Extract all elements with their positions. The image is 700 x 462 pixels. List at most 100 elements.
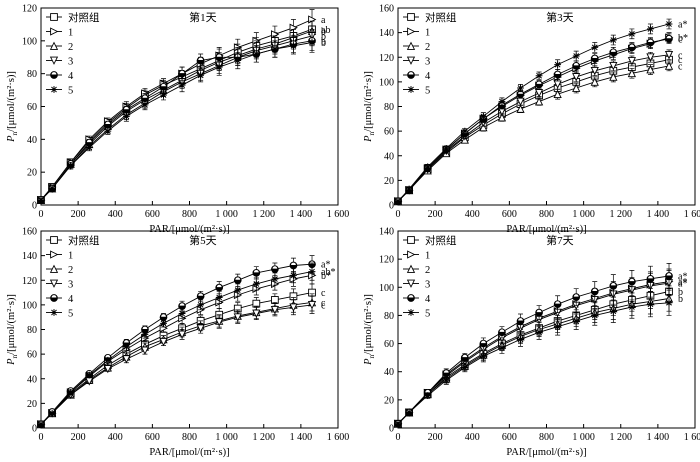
data-point xyxy=(664,50,674,60)
y-tick-label: 120 xyxy=(379,255,394,266)
significance-label: b xyxy=(678,294,683,305)
legend-label: 1 xyxy=(68,251,73,262)
legend-label: 对照组 xyxy=(68,11,100,24)
series-line xyxy=(397,54,670,202)
data-point xyxy=(405,185,413,193)
x-tick-label: 800 xyxy=(539,209,554,220)
x-tick-label: 0 xyxy=(396,432,401,443)
data-point xyxy=(424,163,432,171)
y-tick-label: 20 xyxy=(27,168,37,179)
data-point xyxy=(498,98,506,105)
data-point-hl xyxy=(666,35,672,39)
data-point xyxy=(233,313,242,322)
data-point-hl xyxy=(161,314,166,317)
x-tick-label: 200 xyxy=(71,432,86,443)
data-point xyxy=(178,310,186,317)
series-line xyxy=(397,281,670,425)
legend-marker-hl xyxy=(51,72,57,75)
data-point-hl xyxy=(198,57,204,61)
data-point-hl xyxy=(179,303,185,306)
data-point xyxy=(664,61,674,70)
data-point xyxy=(197,71,205,79)
data-point xyxy=(215,63,223,71)
data-point xyxy=(37,420,45,428)
y-tick-label: 80 xyxy=(27,69,37,80)
x-axis-label: PAR/[μmol/(m²·s)] xyxy=(149,224,229,235)
y-tick-label: 40 xyxy=(384,151,394,162)
series-line xyxy=(40,304,313,425)
legend-label: 对照组 xyxy=(425,11,457,24)
series-line xyxy=(397,275,670,425)
data-point xyxy=(215,294,223,301)
x-tick-label: 1 000 xyxy=(215,432,238,443)
series-5 xyxy=(394,33,673,206)
y-axis-label-text: Pn/[μmol/(m²·s)] xyxy=(6,71,19,143)
data-point xyxy=(646,53,655,62)
y-axis-label-sub: n xyxy=(367,132,376,136)
data-point xyxy=(234,286,242,294)
y-tick-label: 140 xyxy=(22,251,37,262)
y-axis-label-sub: n xyxy=(10,132,19,136)
y-axis-label: Pn/[μmol/(m²·s)] xyxy=(6,71,19,143)
data-point xyxy=(160,91,167,99)
x-tick-label: 1 400 xyxy=(647,432,670,443)
data-point xyxy=(67,388,75,396)
legend-label: 4 xyxy=(68,71,74,82)
y-axis-label-main: P xyxy=(363,358,374,366)
data-point xyxy=(647,25,654,33)
legend-label: 1 xyxy=(425,28,430,39)
legend-marker xyxy=(407,250,416,259)
legend-label: 3 xyxy=(68,57,73,68)
legend-marker xyxy=(50,250,59,259)
data-point xyxy=(290,271,297,279)
data-point-hl xyxy=(480,340,486,344)
y-tick-label: 100 xyxy=(22,36,37,47)
x-tick-label: 0 xyxy=(39,432,44,443)
data-point xyxy=(646,65,655,74)
x-tick-label: 1 600 xyxy=(327,209,350,220)
legend-label: 3 xyxy=(425,280,430,291)
data-point-hl xyxy=(235,277,241,280)
data-point xyxy=(609,72,618,81)
significance-label: b xyxy=(678,287,683,298)
y-tick-label: 100 xyxy=(379,283,394,294)
series-line xyxy=(40,40,313,201)
legend-label: 4 xyxy=(425,294,431,305)
legend-marker xyxy=(407,309,415,316)
data-point xyxy=(498,344,506,352)
data-point-hl xyxy=(216,284,222,288)
x-tick-label: 400 xyxy=(108,432,123,443)
series-line xyxy=(397,38,670,202)
data-point xyxy=(516,104,525,113)
series-3 xyxy=(36,293,317,429)
data-point xyxy=(197,301,205,309)
chart-title: 第7天 xyxy=(546,233,574,247)
data-point xyxy=(591,312,599,319)
legend-label: 2 xyxy=(68,42,73,53)
data-point xyxy=(572,52,580,60)
data-point xyxy=(270,305,280,315)
x-tick-label: 0 xyxy=(39,209,44,220)
legend-label: 对照组 xyxy=(68,234,100,247)
data-point xyxy=(554,323,562,331)
data-point-hl xyxy=(629,44,635,47)
x-tick-label: 1 600 xyxy=(684,209,700,220)
data-point xyxy=(122,355,131,364)
data-point xyxy=(461,364,469,371)
data-point xyxy=(85,371,93,379)
legend-label: 1 xyxy=(425,251,430,262)
y-axis-label: Pn/[μmol/(m²·s)] xyxy=(6,294,19,366)
data-point xyxy=(141,101,149,109)
data-point xyxy=(234,57,242,64)
x-tick-label: 800 xyxy=(539,432,554,443)
data-point-hl xyxy=(592,288,598,292)
legend-marker xyxy=(50,13,58,21)
y-tick-label: 20 xyxy=(384,395,394,406)
legend-marker-hl xyxy=(408,72,414,75)
data-point-hl xyxy=(179,70,185,74)
data-point xyxy=(479,112,487,120)
series-5 xyxy=(37,30,316,204)
x-tick-label: 1 600 xyxy=(327,432,350,443)
data-point xyxy=(479,352,487,360)
series-line xyxy=(40,42,313,201)
